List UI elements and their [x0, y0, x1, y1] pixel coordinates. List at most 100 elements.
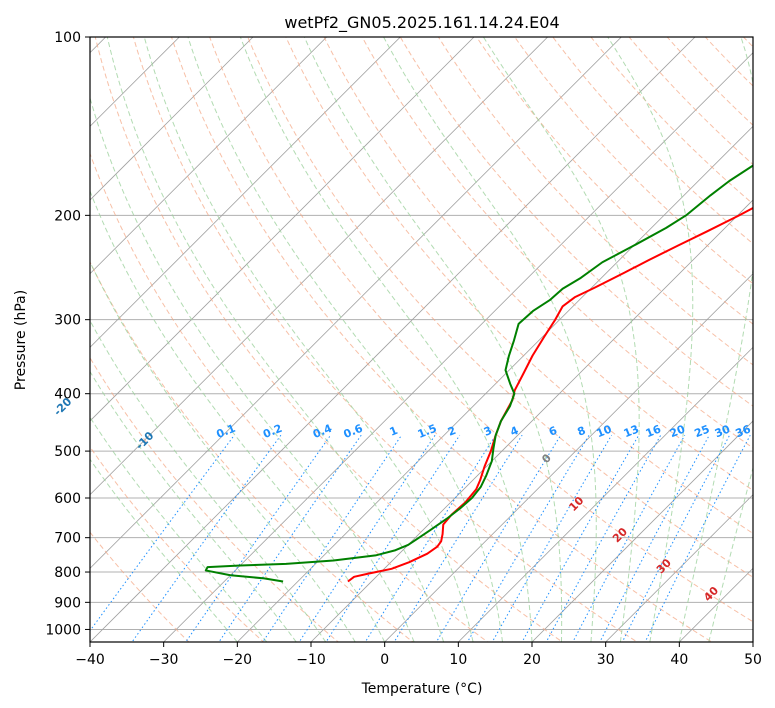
pressure-gridlines	[90, 37, 753, 630]
y-tick-label: 200	[54, 208, 81, 224]
moist-adiabat-line	[90, 458, 238, 642]
mixing-ratio-label: 10	[595, 422, 614, 440]
mixing-ratio-line	[185, 434, 331, 642]
x-axis-label: Temperature (°C)	[361, 681, 483, 697]
mixing-ratio-label: 25	[692, 422, 711, 440]
moist-adiabat-line	[607, 37, 694, 642]
mixing-ratio-label: 2	[446, 424, 458, 439]
dry-adiabat-line	[90, 260, 414, 642]
moist-adiabat-line	[90, 189, 386, 642]
mixing-ratio-label: 3	[482, 424, 494, 439]
moist-adiabat-line	[678, 37, 753, 642]
mixing-ratio-label: 36	[734, 422, 753, 440]
dewpoint-series-line	[204, 164, 753, 583]
isotherm-line	[90, 37, 696, 642]
y-tick-label: 400	[54, 387, 81, 403]
mixing-ratio-lines	[90, 434, 751, 642]
mixing-ratio-line	[644, 434, 751, 642]
isotherm-line	[605, 494, 753, 642]
moist-adiabat-line	[239, 37, 533, 642]
mixing-ratio-line	[90, 434, 235, 632]
x-tick-label: 20	[523, 652, 541, 668]
moist-adiabat-line	[187, 37, 504, 642]
y-tick-label: 800	[54, 565, 81, 581]
isotherm-line	[163, 52, 753, 642]
dry-adiabat-line	[90, 356, 340, 642]
moist-adiabat-line	[90, 319, 327, 642]
dry-adiabat-line	[209, 37, 753, 623]
y-axis-ticks: 100 200 300 400 500 600 700 800 900 1000	[45, 30, 90, 638]
mixing-ratio-label: 1	[388, 424, 400, 439]
mixing-ratio-label: 16	[644, 422, 663, 440]
y-tick-label: 300	[54, 313, 81, 329]
dry-adiabat-line	[170, 37, 713, 642]
x-tick-label: 30	[597, 652, 615, 668]
dry-adiabat-line	[132, 37, 638, 642]
sounding-series	[204, 164, 753, 583]
isotherm-line	[310, 199, 753, 642]
isotherm-line	[531, 420, 753, 642]
mixing-ratio-line	[131, 434, 282, 642]
isotherm-line	[90, 37, 622, 569]
mixing-ratio-line	[621, 434, 731, 642]
isotherm-lines	[90, 37, 753, 642]
moist-adiabat-line	[90, 416, 268, 642]
y-tick-label: 700	[54, 531, 81, 547]
isotherm-line	[90, 37, 475, 422]
isotherm-line	[236, 125, 753, 642]
moist-adiabat-line	[106, 37, 445, 642]
y-axis-label: Pressure (hPa)	[13, 290, 29, 390]
moist-adiabat-lines	[90, 37, 753, 642]
dry-adiabat-line	[361, 37, 753, 449]
moist-adiabat-line	[90, 260, 356, 642]
mixing-ratio-label: 13	[622, 422, 641, 440]
dry-adiabat-line	[590, 37, 753, 205]
moist-adiabat-line	[383, 37, 597, 642]
mixing-ratio-line	[599, 434, 710, 642]
dry-adiabat-lines	[90, 37, 753, 642]
moist-adiabat-line	[708, 466, 753, 642]
x-tick-label: −40	[75, 652, 105, 668]
mixing-ratio-line	[218, 434, 362, 642]
mixing-ratio-line	[393, 434, 523, 642]
plot-frame	[89, 36, 754, 643]
moist-adiabat-line	[143, 37, 474, 642]
x-tick-label: 10	[449, 652, 467, 668]
dry-adiabat-line	[323, 37, 753, 491]
mixing-ratio-line	[325, 434, 461, 642]
plot-area	[90, 37, 753, 642]
x-tick-label: −10	[296, 652, 326, 668]
y-tick-label: 500	[54, 444, 81, 460]
dry-adiabat-line	[285, 37, 753, 535]
mixing-ratio-label: 8	[575, 424, 587, 439]
dry-adiabat-line	[399, 37, 753, 407]
temperature-series-line	[347, 206, 753, 583]
mixing-ratio-line	[521, 434, 640, 642]
isotherm-line	[90, 37, 549, 496]
isotherm-line	[90, 37, 254, 201]
moist-adiabat-line	[482, 37, 640, 642]
moist-adiabat-line	[303, 37, 563, 642]
dry-adiabat-line	[514, 37, 753, 285]
x-tick-label: 50	[744, 652, 762, 668]
y-tick-label: 1000	[45, 622, 81, 638]
dry-adiabat-line	[94, 37, 564, 642]
mixing-ratio-line	[545, 434, 662, 642]
mixing-ratio-line	[364, 434, 497, 642]
isotherm-line	[384, 273, 753, 642]
x-tick-label: −20	[223, 652, 253, 668]
isotherm-line	[90, 37, 401, 348]
mixing-ratio-label: 30	[713, 422, 732, 440]
y-tick-label: 900	[54, 595, 81, 611]
isotherm-line	[90, 37, 328, 275]
dry-adiabat-line	[90, 152, 489, 642]
y-tick-label: 600	[54, 491, 81, 507]
dry-adiabat-line	[437, 37, 753, 366]
dry-adiabat-line	[247, 37, 753, 578]
x-tick-label: 0	[380, 652, 389, 668]
mixing-ratio-line	[435, 434, 562, 642]
x-axis-ticks: −40 −30 −20 −10 0 10 20 30 40 50	[75, 642, 762, 668]
chart-title: wetPf2_GN05.2025.161.14.24.E04	[284, 13, 559, 33]
mixing-ratio-label: 20	[668, 422, 687, 440]
